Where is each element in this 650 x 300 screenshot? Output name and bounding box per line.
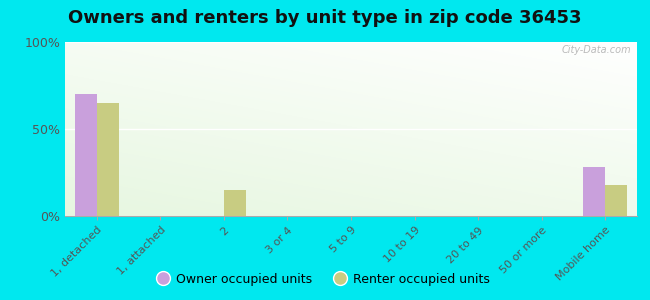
Text: City-Data.com: City-Data.com bbox=[562, 46, 631, 56]
Bar bbox=[583, 167, 605, 216]
Bar bbox=[75, 94, 97, 216]
Bar bbox=[605, 185, 627, 216]
Text: Owners and renters by unit type in zip code 36453: Owners and renters by unit type in zip c… bbox=[68, 9, 582, 27]
Legend: Owner occupied units, Renter occupied units: Owner occupied units, Renter occupied un… bbox=[155, 268, 495, 291]
Bar bbox=[224, 190, 246, 216]
Bar bbox=[97, 103, 119, 216]
